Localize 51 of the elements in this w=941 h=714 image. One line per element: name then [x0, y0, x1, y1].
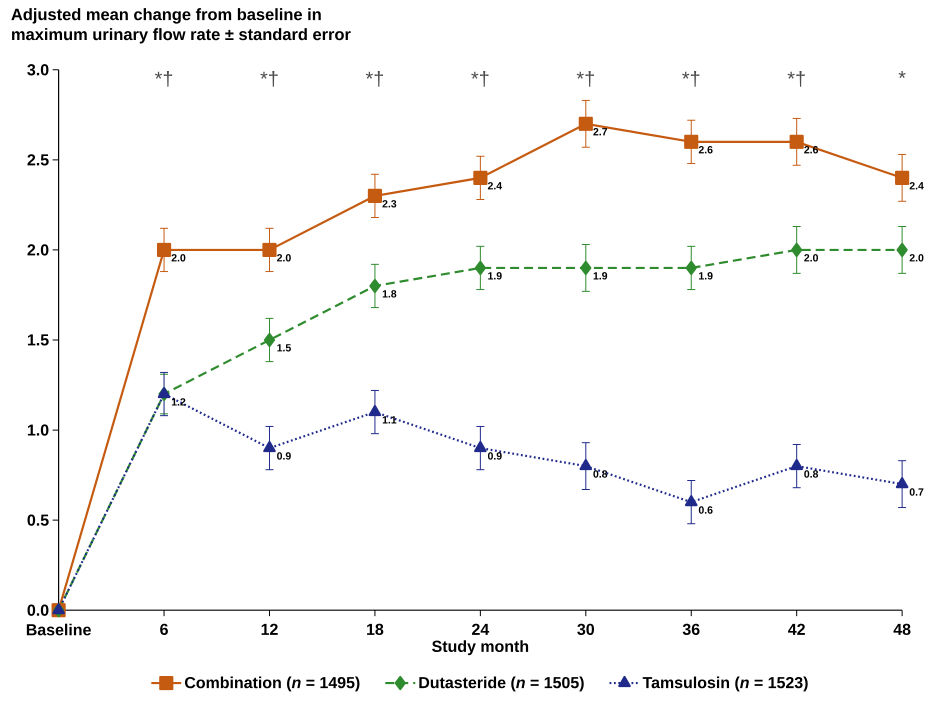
data-label: 0.9	[488, 452, 502, 460]
data-label: 1.1	[382, 416, 396, 424]
data-label: 2.7	[593, 128, 608, 136]
annotation: *†	[682, 71, 700, 87]
data-label: 2.6	[804, 146, 818, 154]
y-tick-label: 3.0	[27, 64, 48, 76]
x-tick-label: 36	[682, 624, 700, 636]
y-tick-label: 1.0	[28, 424, 48, 436]
annotation: *†	[154, 71, 172, 87]
x-tick-label: 6	[160, 624, 168, 636]
annotation: *†	[471, 71, 488, 87]
y-tick-label: 2.0	[27, 244, 48, 256]
legend-label: Tamsulosin (n = 1523)	[642, 676, 808, 692]
legend-label: Dutasteride (n = 1505)	[419, 676, 584, 692]
annotation: *†	[260, 71, 278, 87]
x-tick-label: Baseline	[26, 624, 91, 636]
data-label: 0.9	[277, 452, 291, 460]
data-label: 2.6	[698, 146, 713, 154]
annotation: *	[898, 71, 906, 78]
data-label: 2.0	[804, 254, 818, 262]
data-label: 2.0	[277, 254, 291, 262]
legend-label: Combination (n = 1495)	[184, 676, 360, 692]
data-label: 1.5	[277, 344, 291, 352]
y-tick-label: 2.5	[27, 154, 49, 166]
x-tick-label: 48	[893, 624, 910, 636]
annotation: *†	[366, 71, 384, 87]
data-label: 0.8	[593, 470, 608, 478]
annotation: *†	[576, 71, 594, 87]
data-label: 2.0	[172, 254, 186, 262]
y-tick-label: 0.5	[28, 514, 49, 526]
data-label: 2.4	[488, 182, 502, 190]
annotation: *†	[788, 71, 805, 87]
x-tick-label: 42	[788, 624, 805, 635]
data-label: 2.4	[910, 182, 924, 190]
x-tick-label: 18	[367, 624, 384, 636]
y-tick-label: 1.5	[28, 334, 49, 346]
data-label: 2.3	[382, 200, 396, 208]
data-label: 1.9	[594, 272, 608, 280]
data-label: 1.8	[382, 290, 396, 298]
x-tick-label: 12	[262, 624, 278, 635]
y-axis-title: Adjusted mean change from baseline in maximum urinary flow rate ± standard error	[11, 8, 351, 44]
data-label: 0.7	[910, 488, 924, 496]
data-label: 1.9	[699, 272, 713, 280]
y-tick-label: 0.0	[28, 604, 48, 616]
x-axis-title: Study month	[432, 640, 528, 656]
data-label: 0.8	[804, 470, 818, 478]
data-label: 2.0	[910, 254, 924, 262]
x-tick-label: 30	[577, 624, 594, 636]
data-label: 0.6	[698, 506, 713, 514]
x-tick-label: 24	[472, 624, 490, 635]
data-label: 1.9	[488, 272, 502, 280]
